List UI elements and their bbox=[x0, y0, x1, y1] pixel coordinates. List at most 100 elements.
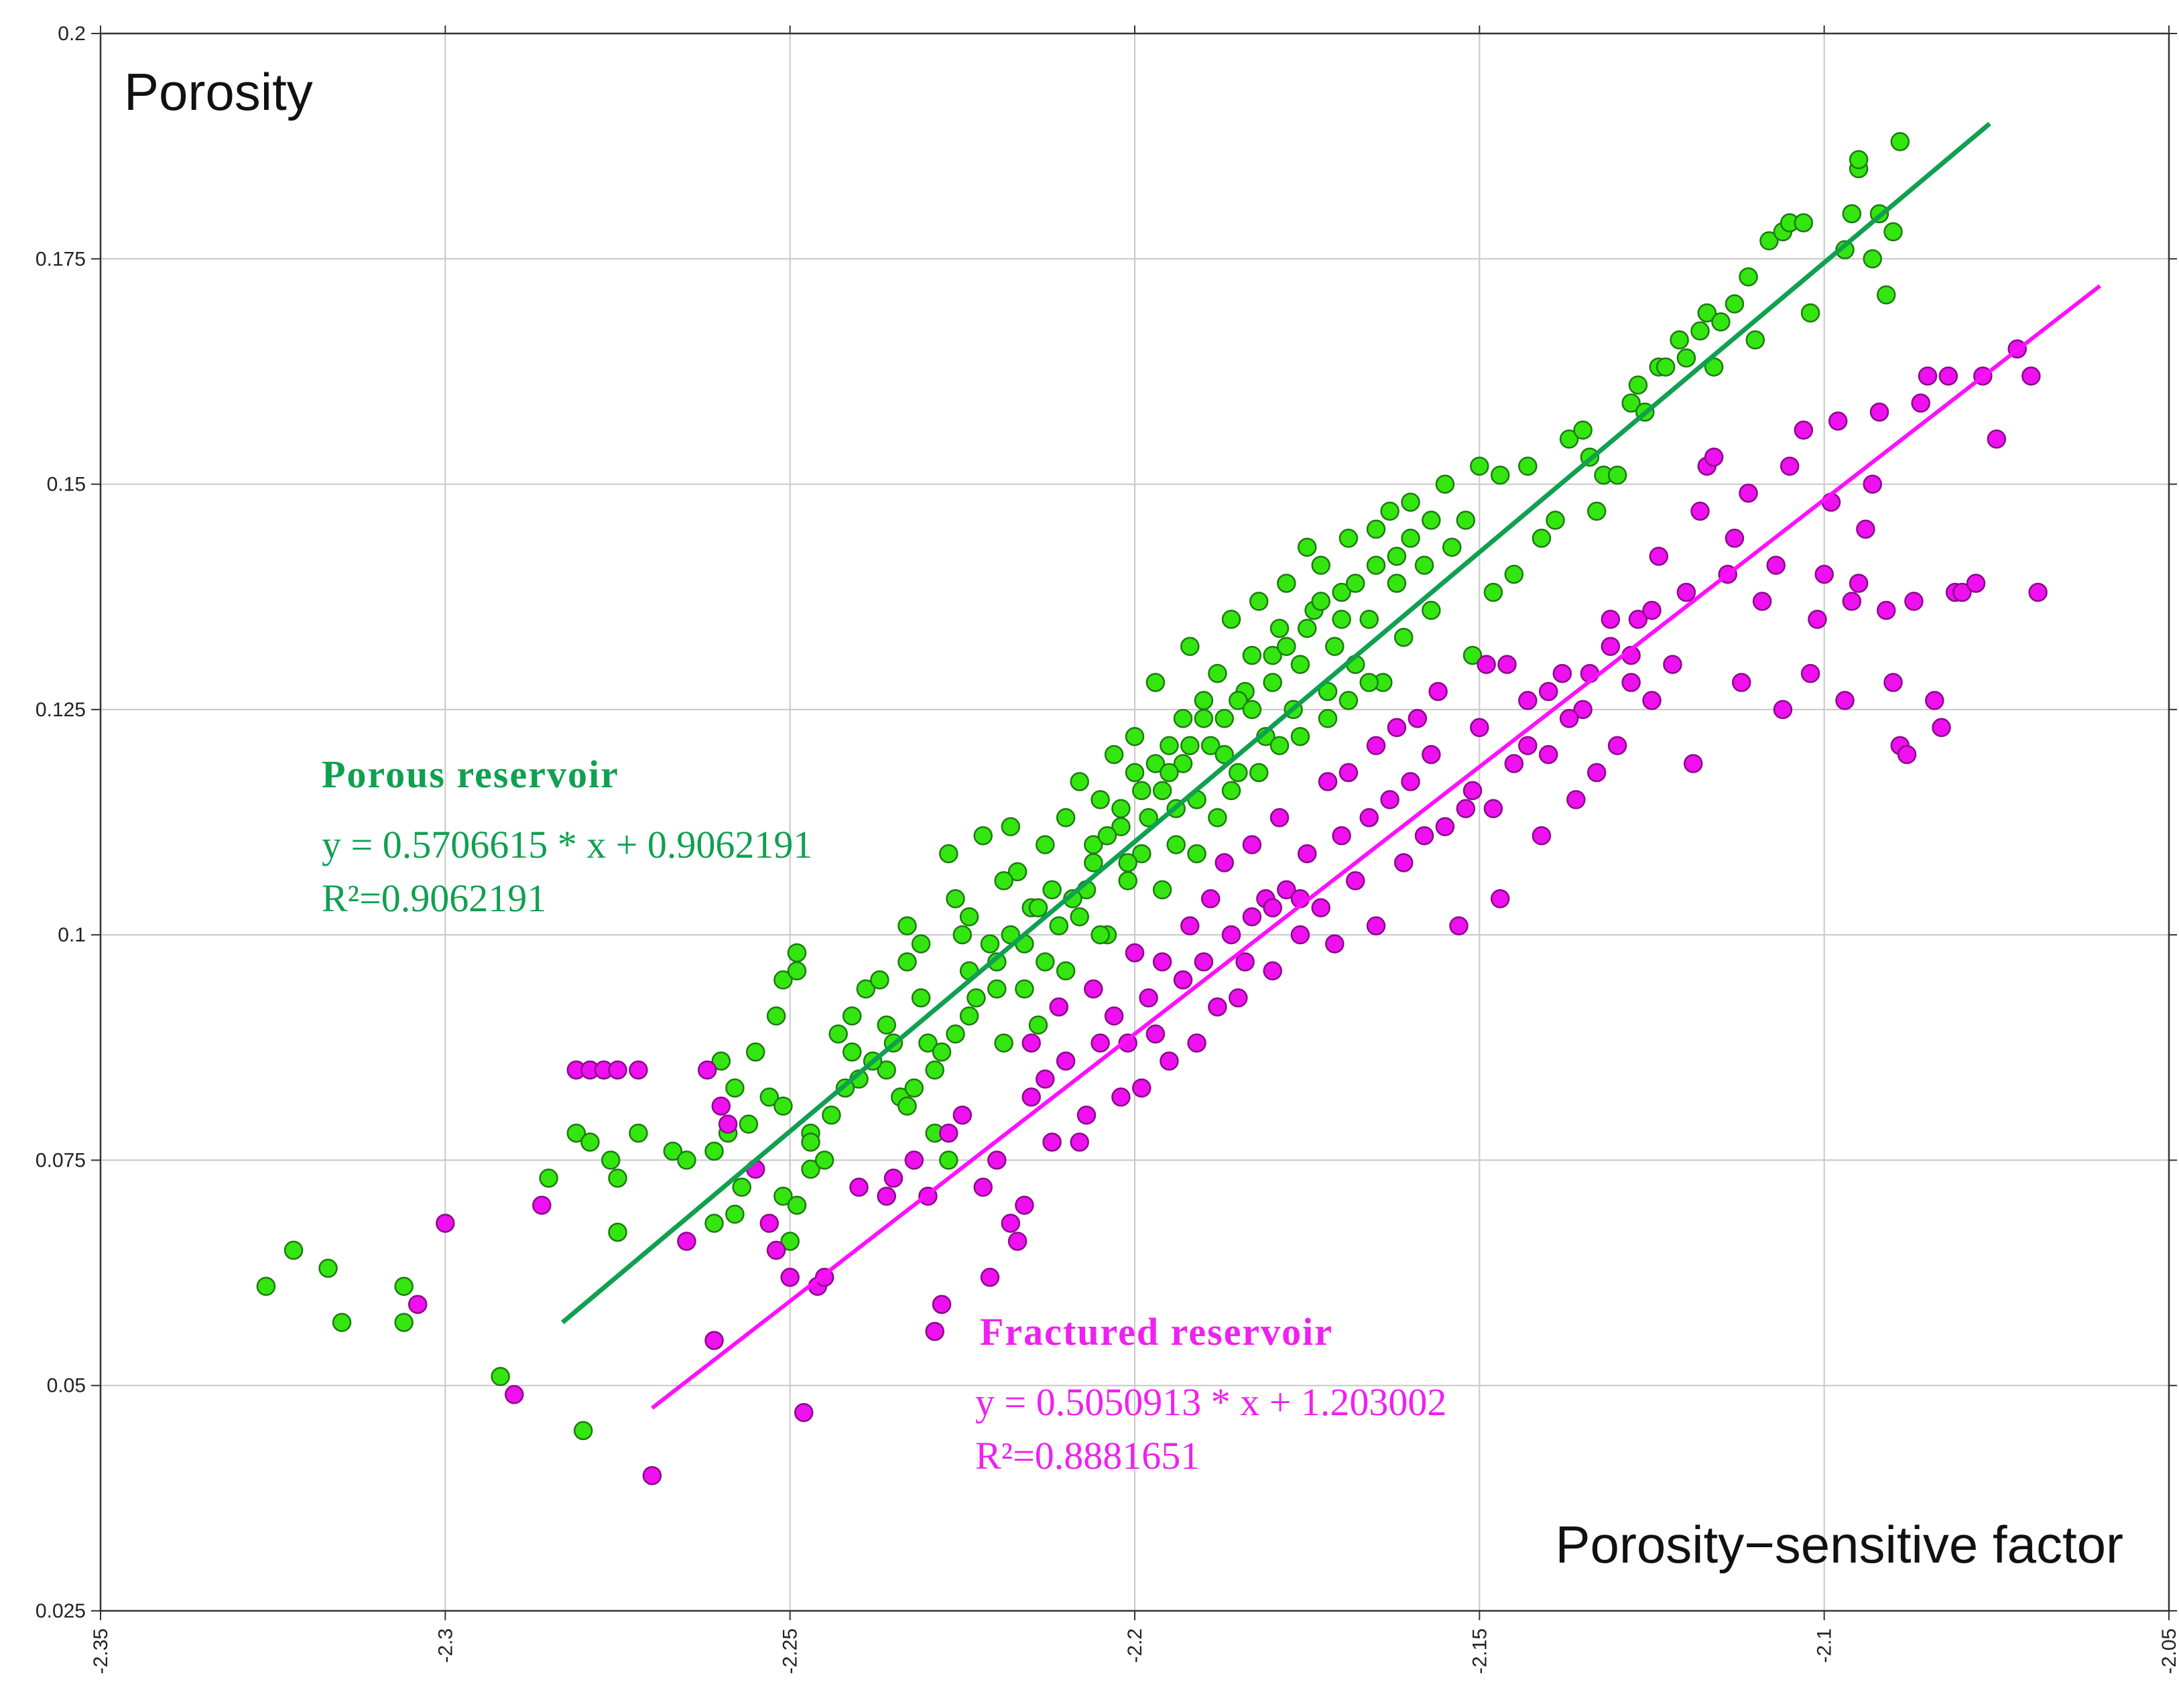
porous-point bbox=[1145, 673, 1166, 692]
fractured-point bbox=[1497, 655, 1517, 674]
porous-point bbox=[1036, 835, 1055, 854]
fractured-point bbox=[1676, 582, 1696, 602]
porous-point bbox=[1091, 790, 1110, 809]
porous-point bbox=[394, 1313, 414, 1332]
x-tick-label: -2.2 bbox=[1124, 1628, 1146, 1663]
porous-point bbox=[1849, 150, 1869, 170]
porous-r2: R²=0.9062191 bbox=[322, 876, 546, 920]
fractured-point bbox=[1056, 1051, 1076, 1071]
fractured-point bbox=[1504, 754, 1524, 773]
porous-point bbox=[608, 1169, 627, 1188]
fractured-point bbox=[1311, 898, 1330, 918]
porous-point bbox=[1800, 303, 1820, 323]
porous-point bbox=[601, 1151, 621, 1170]
porous-point bbox=[1152, 781, 1172, 801]
porous-point bbox=[1208, 663, 1227, 683]
fractured-point bbox=[1042, 1132, 1062, 1152]
y-tick-label: 0.2 bbox=[58, 23, 86, 45]
x-tick-label: -2.25 bbox=[780, 1628, 802, 1674]
porous-point bbox=[1863, 249, 1882, 269]
fractured-point bbox=[1897, 744, 1917, 765]
fractured-point bbox=[1456, 799, 1476, 819]
fractured-point bbox=[1422, 744, 1441, 765]
fractured-point bbox=[1649, 546, 1669, 566]
porous-point bbox=[1745, 330, 1765, 350]
fractured-point bbox=[1483, 799, 1503, 819]
porous-point bbox=[745, 1042, 765, 1062]
porous-point bbox=[1028, 1015, 1048, 1035]
porous-point bbox=[1118, 853, 1137, 872]
porous-point bbox=[1290, 655, 1310, 674]
fractured-point bbox=[1690, 501, 1710, 521]
fractured-point bbox=[1338, 763, 1359, 783]
porous-point bbox=[1462, 645, 1483, 665]
porous-point bbox=[1559, 430, 1579, 449]
porous-point bbox=[1166, 835, 1186, 854]
porous-point bbox=[1070, 772, 1089, 791]
porous-point bbox=[1393, 627, 1414, 647]
fractured-point bbox=[1015, 1195, 1034, 1215]
fractured-fit-line bbox=[651, 284, 2101, 1410]
porous-point bbox=[1387, 574, 1407, 593]
porous-point bbox=[1366, 555, 1386, 575]
porous-point bbox=[1656, 357, 1676, 377]
porous-points bbox=[256, 132, 1910, 1441]
porous-point bbox=[1242, 645, 1262, 665]
fractured-point bbox=[1235, 952, 1255, 972]
y-tick-label: 0.1 bbox=[58, 924, 86, 946]
porous-point bbox=[842, 1006, 862, 1026]
fractured-point bbox=[980, 1268, 1000, 1287]
porous-point bbox=[1056, 808, 1076, 828]
porous-point bbox=[1401, 529, 1420, 548]
fractured-point bbox=[1462, 781, 1483, 801]
fractured-point bbox=[1607, 736, 1627, 755]
porous-point bbox=[573, 1421, 593, 1441]
porous-point bbox=[1194, 691, 1214, 710]
fractured-point bbox=[1883, 673, 1903, 692]
porous-point bbox=[773, 970, 793, 990]
porous-point bbox=[1359, 610, 1379, 629]
fractured-point bbox=[1683, 754, 1703, 773]
fractured-point bbox=[1876, 600, 1896, 620]
porous-point bbox=[1504, 564, 1524, 584]
porous-point bbox=[1607, 465, 1627, 485]
porous-point bbox=[711, 1051, 731, 1071]
fractured-point bbox=[1987, 430, 2007, 449]
porous-point bbox=[1387, 546, 1407, 566]
fractured-point bbox=[1601, 637, 1621, 656]
fractured-point bbox=[1229, 988, 1248, 1008]
porous-point bbox=[946, 889, 965, 909]
porous-point bbox=[980, 934, 1000, 954]
porous-point bbox=[801, 1132, 820, 1152]
porous-point bbox=[897, 1096, 917, 1116]
porous-point bbox=[1229, 763, 1248, 783]
porous-point bbox=[911, 988, 931, 1008]
fractured-point bbox=[1021, 1033, 1041, 1053]
fractured-point bbox=[904, 1151, 924, 1170]
porous-point bbox=[1111, 799, 1131, 819]
porous-point bbox=[1028, 898, 1048, 918]
porous-point bbox=[1586, 501, 1607, 521]
x-tick-label: -2.35 bbox=[90, 1628, 112, 1674]
porous-point bbox=[952, 925, 973, 945]
porous-point bbox=[1311, 592, 1330, 611]
fractured-point bbox=[1725, 529, 1745, 548]
fractured-point bbox=[1125, 943, 1145, 963]
fractured-point bbox=[697, 1060, 717, 1080]
fractured-point bbox=[1091, 1033, 1110, 1053]
porous-point bbox=[1422, 600, 1441, 620]
fractured-point bbox=[711, 1096, 731, 1116]
fractured-point bbox=[1001, 1213, 1021, 1233]
fractured-point bbox=[1766, 555, 1786, 575]
porous-point bbox=[1091, 925, 1110, 945]
porous-point bbox=[1442, 537, 1462, 557]
fractured-point bbox=[794, 1402, 814, 1423]
fractured-point bbox=[1966, 574, 1986, 593]
fractured-point bbox=[1242, 835, 1262, 854]
porous-point bbox=[1001, 817, 1021, 836]
porous-point bbox=[994, 871, 1013, 891]
porous-point bbox=[1759, 231, 1779, 251]
porous-point bbox=[801, 1159, 820, 1179]
fractured-point bbox=[1359, 808, 1379, 828]
